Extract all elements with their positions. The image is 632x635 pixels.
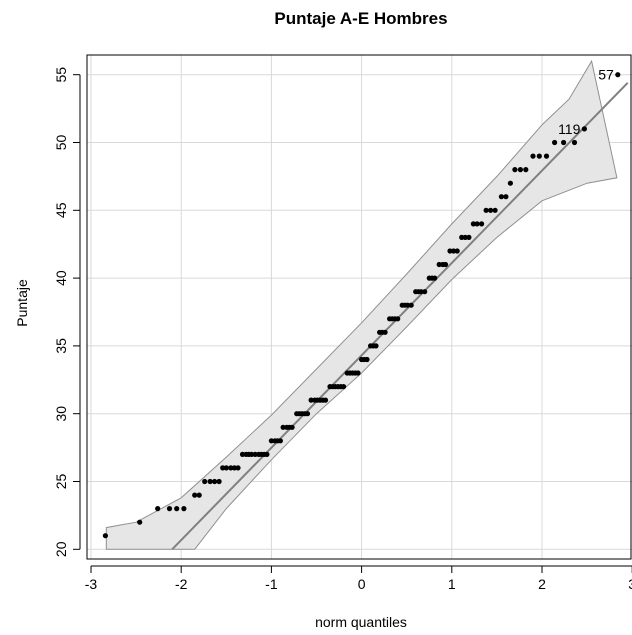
y-tick-label: 45 (53, 202, 69, 218)
data-point (536, 153, 542, 159)
data-point (459, 234, 465, 240)
data-point (498, 194, 504, 200)
data-point (181, 506, 187, 512)
data-point (503, 194, 509, 200)
data-point (442, 261, 449, 268)
data-point (483, 207, 489, 213)
data-point (462, 234, 468, 240)
annotation-label: 119 (558, 121, 581, 137)
data-point (155, 506, 161, 512)
data-point (277, 438, 283, 444)
x-tick-label: 3 (628, 576, 632, 592)
data-point (488, 207, 494, 213)
x-tick-label: -1 (265, 576, 278, 592)
data-point (196, 492, 202, 498)
y-tick-label: 30 (53, 406, 69, 422)
data-point (432, 275, 438, 281)
y-tick-label: 55 (53, 67, 69, 83)
data-point (447, 248, 453, 254)
data-point (239, 451, 246, 457)
data-point (451, 248, 457, 254)
data-point (382, 329, 388, 335)
y-tick-label: 25 (53, 474, 69, 490)
x-tick-label: 2 (538, 576, 546, 592)
data-point (571, 139, 578, 146)
x-tick-label: -2 (175, 576, 188, 592)
data-point (268, 438, 274, 444)
data-point (517, 167, 524, 173)
reference-line (171, 82, 629, 550)
chart-title: Puntaje A-E Hombres (274, 9, 447, 28)
data-point (405, 302, 411, 308)
data-point (364, 356, 370, 363)
data-point (220, 465, 226, 471)
data-point (470, 221, 476, 227)
data-point (289, 424, 295, 430)
x-tick-label: 0 (358, 576, 366, 592)
data-point (102, 533, 108, 539)
data-point (223, 465, 229, 471)
data-point (436, 261, 442, 268)
x-tick-label: -3 (85, 576, 98, 592)
x-axis: -3 -2 -1 0 1 2 3 (85, 565, 632, 592)
data-point (408, 302, 414, 308)
data-point (252, 451, 258, 457)
confidence-envelope (105, 59, 618, 550)
data-point (373, 343, 379, 349)
data-point (355, 370, 361, 376)
data-point (235, 465, 241, 471)
data-point (507, 180, 513, 186)
y-tick-label: 20 (53, 541, 69, 557)
data-point (479, 221, 485, 227)
data-point (395, 316, 401, 322)
data-point (561, 139, 567, 146)
data-point (581, 126, 588, 132)
data-point (530, 153, 536, 159)
data-point (418, 289, 424, 295)
data-point (523, 167, 529, 173)
data-points (102, 72, 621, 539)
data-point (280, 424, 286, 430)
data-point (543, 153, 550, 159)
data-point (474, 221, 480, 227)
data-point (422, 289, 428, 295)
data-point (322, 397, 329, 403)
data-point (249, 451, 255, 457)
data-point (512, 167, 518, 173)
data-point (341, 384, 347, 390)
data-point (454, 248, 460, 254)
data-point (308, 397, 314, 403)
point-annotations: 119 57 (558, 67, 614, 137)
data-point (192, 492, 198, 498)
data-point (615, 72, 621, 78)
data-point (202, 478, 208, 485)
data-point (228, 465, 234, 471)
y-tick-label: 50 (53, 135, 69, 151)
data-point (552, 139, 558, 146)
data-point (212, 478, 218, 485)
data-point (466, 234, 472, 240)
data-point (137, 519, 143, 525)
x-tick-label: 1 (448, 576, 456, 592)
data-point (304, 411, 311, 417)
plot-frame (86, 54, 632, 560)
data-point (216, 478, 222, 485)
y-tick-label: 35 (53, 338, 69, 354)
y-tick-label: 40 (53, 270, 69, 286)
data-point (174, 506, 180, 512)
data-point (264, 451, 270, 457)
data-point (492, 207, 498, 213)
data-point (166, 506, 173, 512)
data-point (231, 465, 237, 471)
y-axis: 20 25 30 35 40 45 50 55 (53, 67, 81, 557)
x-axis-label: norm quantiles (315, 614, 407, 630)
y-axis-label: Puntaje (14, 279, 30, 327)
data-point (207, 478, 213, 485)
annotation-label: 57 (598, 67, 614, 83)
